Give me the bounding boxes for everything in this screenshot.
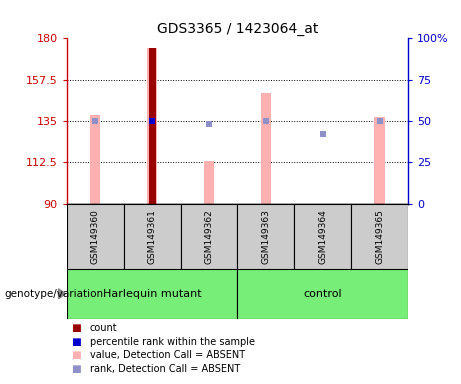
Text: ■: ■ xyxy=(71,323,81,333)
Text: ■: ■ xyxy=(71,350,81,360)
Bar xyxy=(181,204,237,269)
Text: ■: ■ xyxy=(71,364,81,374)
Bar xyxy=(90,116,100,204)
Text: rank, Detection Call = ABSENT: rank, Detection Call = ABSENT xyxy=(90,364,240,374)
Text: value, Detection Call = ABSENT: value, Detection Call = ABSENT xyxy=(90,350,245,360)
Text: genotype/variation: genotype/variation xyxy=(5,289,104,299)
Title: GDS3365 / 1423064_at: GDS3365 / 1423064_at xyxy=(157,22,318,36)
Bar xyxy=(261,93,271,204)
Text: GSM149363: GSM149363 xyxy=(261,209,270,263)
Text: control: control xyxy=(303,289,342,299)
Text: count: count xyxy=(90,323,118,333)
Text: GSM149364: GSM149364 xyxy=(318,209,327,263)
Text: GSM149360: GSM149360 xyxy=(91,209,100,263)
Text: GSM149362: GSM149362 xyxy=(205,209,213,263)
Bar xyxy=(351,204,408,269)
Bar xyxy=(294,204,351,269)
Bar xyxy=(374,117,384,204)
Bar xyxy=(147,48,157,204)
Text: Harlequin mutant: Harlequin mutant xyxy=(103,289,201,299)
Bar xyxy=(67,269,237,319)
Bar xyxy=(67,204,124,269)
Bar xyxy=(204,161,214,204)
Text: ■: ■ xyxy=(71,337,81,347)
Bar xyxy=(124,204,181,269)
Bar xyxy=(149,48,155,204)
Bar xyxy=(237,204,294,269)
Text: GSM149365: GSM149365 xyxy=(375,209,384,263)
Bar xyxy=(237,269,408,319)
Text: percentile rank within the sample: percentile rank within the sample xyxy=(90,337,255,347)
Polygon shape xyxy=(59,289,65,299)
Text: GSM149361: GSM149361 xyxy=(148,209,157,263)
